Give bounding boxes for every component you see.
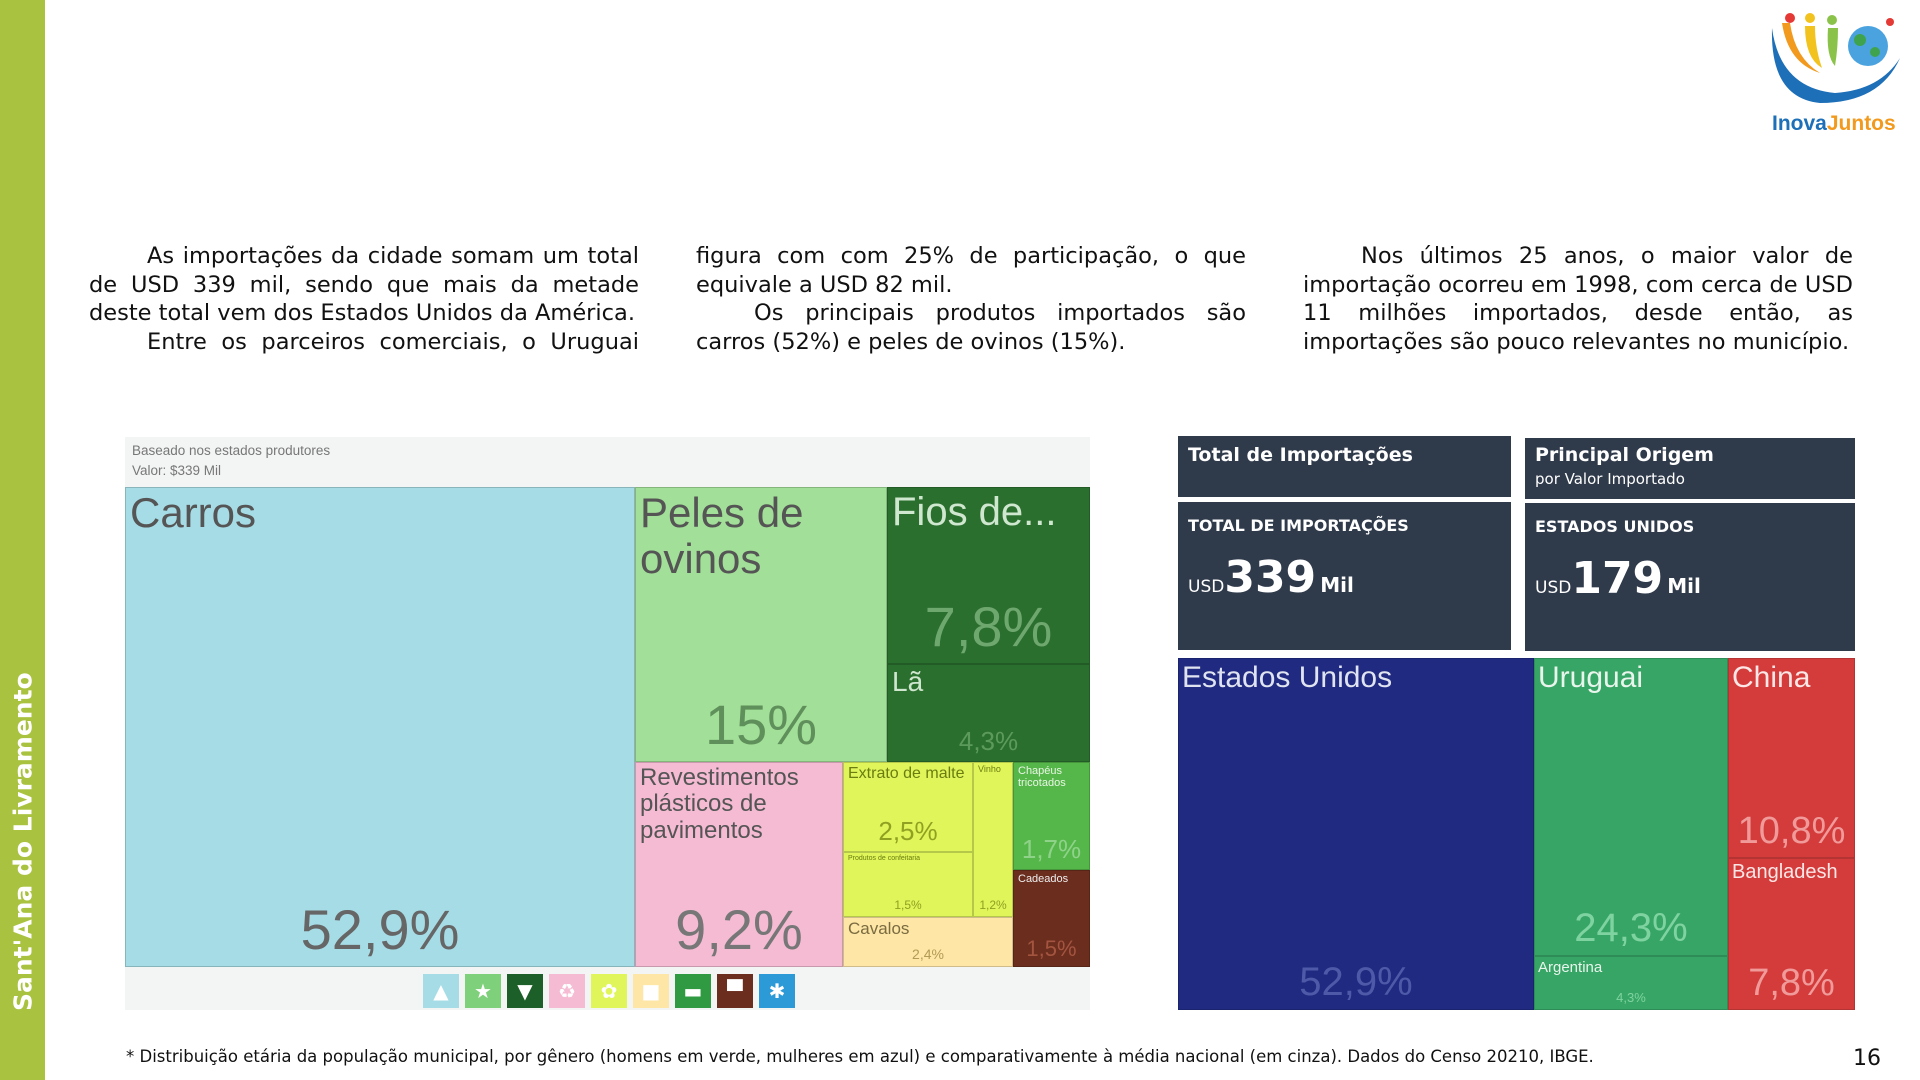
card-heading: TOTAL DE IMPORTAÇÕES [1188, 516, 1409, 535]
tile-label: Bangladesh [1732, 861, 1838, 883]
tile-percent: 1,5% [894, 898, 922, 912]
tile-label: Revestimentos plásticos de pavimentos [640, 764, 799, 844]
gear-icon[interactable]: ✱ [759, 974, 795, 1008]
tile-percent: 4,3% [1616, 990, 1646, 1005]
tile-label: Chapéus tricotados [1018, 765, 1066, 790]
tile-label: Cavalos [848, 919, 910, 938]
text-column-3: Nos últimos 25 anos, o maior valor de im… [1303, 242, 1853, 356]
animal-icon[interactable]: ■ [633, 974, 669, 1008]
tile-percent: 52,9% [1299, 960, 1413, 1004]
shoe-icon[interactable]: ▬ [675, 974, 711, 1008]
logo-text: InovaJuntos [1772, 112, 1896, 135]
tile-label: Estados Unidos [1182, 661, 1393, 694]
recycle-icon[interactable]: ♻ [549, 974, 585, 1008]
country-tile[interactable]: Uruguai 24,3% [1534, 658, 1728, 956]
tile-label: Argentina [1538, 959, 1603, 976]
treemap-tile[interactable]: Peles de ovinos 15% [635, 487, 887, 762]
tile-percent: 24,3% [1574, 906, 1688, 950]
road-icon[interactable]: ▲ [423, 974, 459, 1008]
logo: InovaJuntos [1760, 8, 1915, 138]
category-legend: ▲ ★ ▼ ♻ ✿ ■ ▬ ▀ ✱ [423, 974, 795, 1008]
wheat-icon[interactable]: ✿ [591, 974, 627, 1008]
footnote: * Distribuição etária da população munic… [126, 1047, 1594, 1066]
paragraph: As importações da cidade somam um total … [89, 243, 639, 326]
tile-label: Produtos de confeitaria [848, 855, 920, 862]
sidebar-title: Sant'Ana do Livramento [8, 672, 38, 1011]
tile-label: Uruguai [1538, 661, 1644, 694]
treemap-tile[interactable]: Chapéus tricotados 1,7% [1013, 762, 1090, 870]
treemap-tile[interactable]: Lã 4,3% [887, 664, 1090, 762]
tile-percent: 9,2% [675, 898, 803, 961]
treemap-header: Baseado nos estados produtores Valor: $3… [132, 443, 331, 478]
treemap-tile[interactable]: Revestimentos plásticos de pavimentos 9,2… [635, 762, 843, 967]
text-column-2: figura com com 25% de participação, o qu… [696, 242, 1246, 356]
card-subtitle: por Valor Importado [1535, 470, 1685, 488]
main-origin-title-card: Principal Origem por Valor Importado [1525, 438, 1855, 499]
logo-icon [1771, 13, 1900, 103]
treemap-tile[interactable]: Cadeados 1,5% [1013, 870, 1090, 967]
treemap-tile[interactable]: Fios de... 7,8% [887, 487, 1090, 664]
star-icon[interactable]: ★ [465, 974, 501, 1008]
text-column-1: As importações da cidade somam um total … [89, 242, 639, 356]
tile-percent: 2,4% [912, 946, 944, 962]
tile-label: Lã [892, 666, 924, 697]
tile-percent: 7,8% [1748, 962, 1835, 1004]
card-title: Total de Importações [1188, 444, 1413, 466]
treemap-tile[interactable]: Vinho 1,2% [973, 762, 1013, 917]
tile-label: Carros [130, 489, 257, 536]
main-origin-value: USD179 Mil [1535, 553, 1701, 604]
card-heading: ESTADOS UNIDOS [1535, 517, 1695, 536]
tile-label: Fios de... [892, 490, 1057, 534]
tile-label: Extrato de malte [848, 765, 965, 782]
tile-percent: 1,7% [1021, 834, 1082, 864]
tile-percent: 52,9% [300, 898, 460, 961]
treemap-tile[interactable]: Extrato de malte 2,5% [843, 762, 973, 852]
paragraph: figura com com 25% de participação, o qu… [696, 243, 1246, 298]
paragraph: Nos últimos 25 anos, o maior valor de im… [1303, 243, 1853, 355]
tile-percent: 1,5% [1026, 936, 1077, 961]
treemap-tile[interactable]: Carros 52,9% [125, 487, 635, 967]
anvil-icon[interactable]: ▀ [717, 974, 753, 1008]
tile-percent: 7,8% [924, 595, 1053, 658]
main-origin-card: ESTADOS UNIDOS USD179 Mil [1525, 503, 1855, 651]
country-tile[interactable]: Bangladesh 7,8% [1728, 858, 1855, 1010]
tile-label: Cadeados [1018, 873, 1069, 885]
card-title: Principal Origem [1535, 444, 1714, 466]
paragraph: Os principais produtos importados são ca… [696, 300, 1246, 355]
tile-percent: 1,2% [979, 898, 1007, 912]
tile-percent: 15% [704, 693, 818, 756]
tile-percent: 10,8% [1737, 810, 1846, 852]
paragraph: Entre os parceiros comerciais, o Uruguai [147, 328, 639, 355]
page-number: 16 [1853, 1046, 1881, 1071]
sidebar-band: Sant'Ana do Livramento [0, 0, 45, 1080]
treemap-tile[interactable]: Cavalos 2,4% [843, 917, 1013, 967]
tile-percent: 2,5% [878, 816, 938, 846]
total-imports-value: USD339 Mil [1188, 552, 1354, 603]
tile-label: Peles de ovinos [640, 489, 804, 583]
tile-label: Vinho [978, 764, 1001, 774]
products-treemap: Baseado nos estados produtores Valor: $3… [125, 437, 1090, 1010]
shirt-icon[interactable]: ▼ [507, 974, 543, 1008]
country-tile[interactable]: China 10,8% [1728, 658, 1855, 858]
country-tile[interactable]: Argentina 4,3% [1534, 956, 1728, 1010]
treemap-tile[interactable]: Produtos de confeitaria 1,5% [843, 852, 973, 917]
tile-percent: 4,3% [958, 726, 1019, 756]
total-imports-title-card: Total de Importações [1178, 436, 1511, 497]
tile-label: China [1732, 661, 1811, 694]
country-tile[interactable]: Estados Unidos 52,9% [1178, 658, 1534, 1010]
total-imports-card: TOTAL DE IMPORTAÇÕES USD339 Mil [1178, 502, 1511, 650]
